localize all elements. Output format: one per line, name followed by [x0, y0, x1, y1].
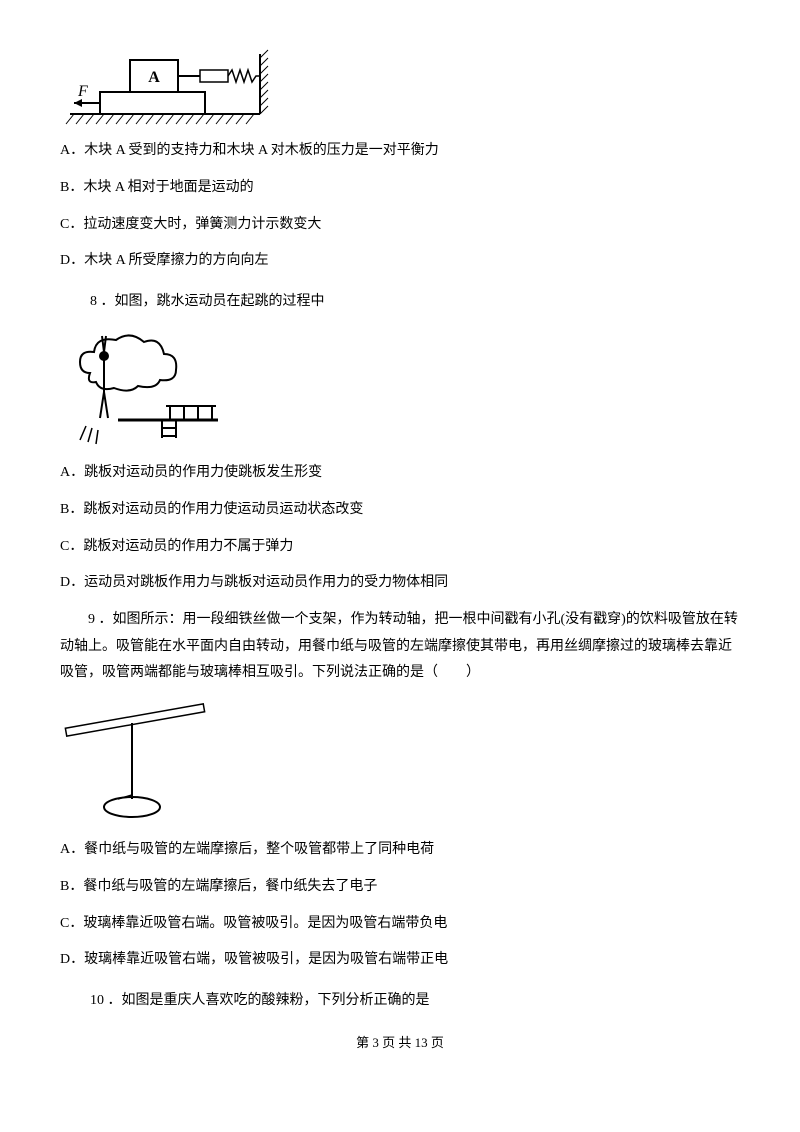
q8-diagram-svg: [60, 328, 220, 448]
q7-figure: A F: [60, 46, 740, 126]
q9-option-c: C．玻璃棒靠近吸管右端。吸管被吸引。是因为吸管右端带负电: [60, 909, 740, 940]
q9-option-d: D．玻璃棒靠近吸管右端，吸管被吸引，是因为吸管右端带正电: [60, 945, 740, 976]
q9-figure: [60, 695, 740, 825]
q10-lead: 10 ．如图是重庆人喜欢吃的酸辣粉，下列分析正确的是: [90, 986, 740, 1017]
q7-option-b: B．木块 A 相对于地面是运动的: [60, 173, 740, 204]
q8-option-b: B．跳板对运动员的作用力使运动员运动状态改变: [60, 495, 740, 526]
q8-option-c: C．跳板对运动员的作用力不属于弹力: [60, 532, 740, 563]
q9-option-a: A．餐巾纸与吸管的左端摩擦后，整个吸管都带上了同种电荷: [60, 835, 740, 866]
q7-option-d: D．木块 A 所受摩擦力的方向向左: [60, 246, 740, 277]
q9-diagram-svg: [60, 695, 210, 825]
q9-option-b: B．餐巾纸与吸管的左端摩擦后，餐巾纸失去了电子: [60, 872, 740, 903]
q8-figure: [60, 328, 740, 448]
q7-block-label: A: [148, 69, 160, 86]
page-footer: 第 3 页 共 13 页: [60, 1029, 740, 1058]
q8-lead: 8 ．如图，跳水运动员在起跳的过程中: [90, 287, 740, 318]
q7-option-a: A．木块 A 受到的支持力和木块 A 对木板的压力是一对平衡力: [60, 136, 740, 167]
q9-lead: 9 ．如图所示：用一段细铁丝做一个支架，作为转动轴，把一根中间戳有小孔(没有戳穿…: [60, 607, 740, 687]
q7-option-c: C．拉动速度变大时，弹簧测力计示数变大: [60, 210, 740, 241]
page-content: A F A．木块 A 受到的支持力和木块 A 对木板的压力是一对平衡力 B．木块…: [0, 0, 800, 1078]
q7-diagram-svg: A F: [60, 46, 270, 126]
q8-option-d: D．运动员对跳板作用力与跳板对运动员作用力的受力物体相同: [60, 568, 740, 599]
q7-force-label: F: [77, 83, 88, 100]
q8-option-a: A．跳板对运动员的作用力使跳板发生形变: [60, 458, 740, 489]
